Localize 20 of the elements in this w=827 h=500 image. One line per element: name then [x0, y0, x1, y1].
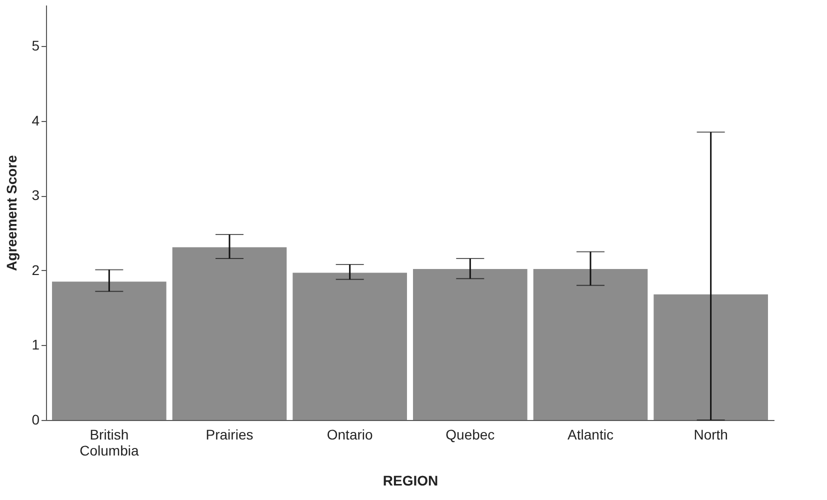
x-tick-label: Atlantic — [568, 426, 614, 442]
x-tick-label: North — [694, 426, 728, 442]
bar — [172, 247, 287, 420]
y-tick-label: 5 — [32, 38, 40, 54]
x-tick-label: British Columbia — [80, 426, 139, 458]
x-tick-label: Prairies — [206, 426, 254, 442]
bar — [654, 294, 768, 420]
y-tick-label: 2 — [32, 262, 40, 278]
bar — [533, 268, 648, 420]
bar — [292, 272, 407, 420]
y-tick-label: 4 — [32, 112, 40, 128]
x-tick-label: Quebec — [446, 426, 495, 442]
bar — [52, 282, 166, 420]
bar — [413, 268, 528, 420]
x-axis-title: REGION — [382, 472, 438, 488]
y-tick-label: 1 — [32, 336, 40, 353]
y-tick-label: 3 — [32, 187, 40, 204]
y-tick-label: 0 — [32, 412, 40, 428]
y-axis-title: Agreement Score — [4, 154, 20, 271]
x-tick-label: Ontario — [326, 426, 373, 442]
